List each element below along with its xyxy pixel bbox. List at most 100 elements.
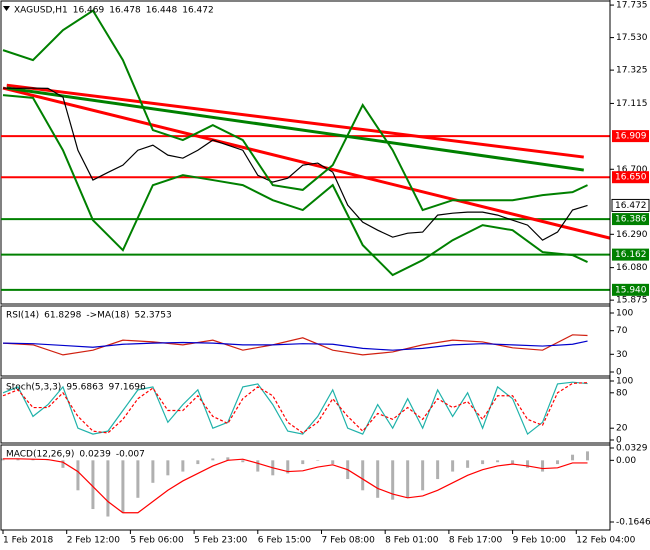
series-line [2, 9, 588, 212]
histogram-bar [91, 460, 95, 510]
histogram-bar [541, 460, 545, 472]
histogram-bar [211, 458, 215, 461]
x-tick-label: 5 Feb 23:00 [194, 536, 248, 546]
histogram-bar [151, 460, 155, 483]
x-tick-label: 5 Feb 06:00 [130, 536, 184, 546]
y-tick-label: 70 [616, 326, 628, 336]
panel-header: XAGUSD,H1 [14, 6, 68, 16]
y-tick-label: 100 [616, 309, 633, 319]
x-tick-label: 2 Feb 12:00 [67, 536, 121, 546]
histogram-bar [241, 460, 245, 463]
histogram-bar [196, 460, 200, 465]
series-line [3, 458, 588, 514]
level-label-box [612, 213, 649, 226]
y-tick-label: 100 [616, 377, 633, 387]
histogram-bar [181, 460, 185, 472]
histogram-bar [556, 460, 560, 465]
histogram-bar [466, 460, 470, 468]
y-tick-label: 20 [616, 424, 628, 434]
histogram-bar [106, 460, 110, 517]
histogram-bar [436, 460, 440, 480]
level-label-box [612, 248, 649, 261]
y-tick-label: -0.1646 [616, 518, 650, 528]
y-tick-label: 0.00 [616, 456, 636, 466]
y-tick-label: 80 [616, 388, 628, 398]
panel-header: 95.6863 [66, 383, 103, 393]
symbol-icon [3, 6, 10, 11]
series-line [2, 382, 588, 434]
x-tick-label: 8 Feb 01:00 [385, 536, 439, 546]
histogram-bar [226, 457, 230, 461]
panel-header: 16.448 [146, 6, 178, 16]
histogram-bar [316, 460, 320, 461]
panel-header: MACD(12,26,9) [6, 450, 74, 460]
panel-header: 52.3753 [135, 311, 172, 321]
panel-header: 16.472 [182, 6, 214, 16]
histogram-bar [301, 460, 305, 465]
histogram-bar [121, 460, 125, 513]
panel-header: 0.0239 [79, 450, 111, 460]
panel-header: 16.469 [73, 6, 105, 16]
y-tick-label: 0 [616, 436, 622, 446]
x-tick-label: 9 Feb 10:00 [513, 536, 567, 546]
histogram-bar [406, 460, 410, 498]
histogram-bar [481, 460, 485, 465]
panel-header: 97.1696 [109, 383, 146, 393]
series-line [2, 87, 588, 241]
level-label: 16.909 [615, 132, 647, 142]
y-tick-label: 0.0329 [616, 444, 648, 454]
histogram-bar [511, 460, 515, 465]
panel-header: -0.007 [116, 450, 145, 460]
histogram-bar [361, 460, 365, 491]
y-tick-label: 16.700 [616, 165, 648, 175]
histogram-bar [76, 460, 80, 491]
panel-header: ->MA(18) [86, 311, 129, 321]
x-tick-label: 7 Feb 08:00 [321, 536, 375, 546]
histogram-bar [496, 460, 500, 463]
histogram-bar [526, 460, 530, 468]
x-tick-label: 8 Feb 17:00 [449, 536, 503, 546]
last-price-label: 16.472 [615, 201, 647, 211]
histogram-bar [136, 460, 140, 498]
histogram-bar [16, 458, 20, 461]
y-tick-label: 16.080 [616, 263, 648, 273]
histogram-bar [256, 460, 260, 472]
x-tick-label: 1 Feb 2018 [3, 536, 54, 546]
y-tick-label: 30 [616, 350, 628, 360]
level-label-box [612, 171, 649, 184]
panel-header: Stoch(5,3,3) [6, 383, 61, 393]
y-tick-label: 16.290 [616, 230, 648, 240]
level-label-box [612, 130, 649, 143]
trend-line [2, 86, 611, 240]
series-line [2, 94, 588, 277]
histogram-bar [421, 460, 425, 491]
x-tick-label: 6 Feb 15:00 [258, 536, 312, 546]
y-tick-label: 17.530 [616, 33, 648, 43]
y-tick-label: 17.735 [616, 1, 648, 11]
y-tick-label: 17.115 [616, 99, 648, 109]
trend-line [6, 83, 584, 159]
panel-header: RSI(14) [6, 311, 39, 321]
panel-header: 16.478 [109, 6, 141, 16]
histogram-bar [331, 460, 335, 465]
panel-header: 61.8298 [44, 311, 81, 321]
level-label: 16.386 [615, 215, 647, 225]
histogram-bar [166, 460, 170, 476]
histogram-bar [391, 460, 395, 500]
level-label: 16.162 [615, 250, 647, 260]
last-price-box [611, 198, 650, 212]
y-tick-label: 0 [616, 368, 622, 378]
level-label-box [612, 283, 649, 296]
series-line [2, 340, 588, 351]
histogram-bar [571, 454, 575, 461]
x-tick-label: 12 Feb 04:00 [576, 536, 635, 546]
histogram-bar [286, 460, 290, 474]
histogram-bar [61, 460, 65, 468]
y-tick-label: 17.325 [616, 66, 648, 76]
trend-line [6, 86, 584, 172]
y-tick-label: 15.875 [616, 296, 648, 306]
level-label: 15.940 [615, 285, 647, 295]
